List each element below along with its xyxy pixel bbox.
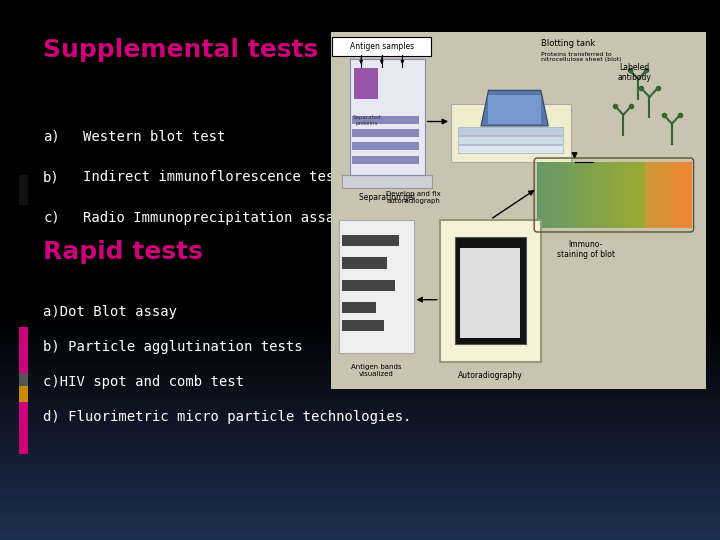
Bar [583,161,590,228]
Bar [488,94,541,124]
Bar [644,161,652,228]
Text: a)Dot Blot assay: a)Dot Blot assay [43,305,177,319]
Bar [680,161,688,228]
Text: Immuno-
staining of blot: Immuno- staining of blot [557,240,615,259]
Bar [459,136,563,144]
Text: Supplemental tests: Supplemental tests [43,38,318,62]
Text: Labeled
antibody: Labeled antibody [618,63,652,82]
Bar [455,238,526,345]
Bar [19,327,28,373]
Bar [593,161,600,228]
Bar [542,161,549,228]
Bar [343,280,395,291]
Bar [19,386,28,402]
Text: d) Fluorimetric micro particle technologies.: d) Fluorimetric micro particle technolog… [43,410,412,424]
Bar [460,248,521,338]
Text: c)HIV spot and comb test: c)HIV spot and comb test [43,375,244,389]
Bar [19,402,28,454]
Bar [660,161,667,228]
Text: c): c) [43,211,60,225]
Bar [352,143,419,151]
Bar [685,161,693,228]
Bar [649,161,657,228]
Text: Western blot test: Western blot test [83,130,225,144]
Bar [459,127,563,135]
Bar [619,161,626,228]
Bar [563,161,570,228]
Bar [675,161,683,228]
Bar [451,104,571,161]
Bar [352,156,419,164]
Text: Rapid tests: Rapid tests [43,240,203,264]
Text: b) Particle agglutination tests: b) Particle agglutination tests [43,340,303,354]
Bar [588,161,595,228]
Bar [598,161,606,228]
Bar [608,161,616,228]
Bar [343,302,376,313]
Bar [343,258,387,268]
Bar [568,161,575,228]
Polygon shape [481,90,549,126]
Bar [634,161,642,228]
Text: Proteins transferred to
nitrocellulose sheet (blot): Proteins transferred to nitrocellulose s… [541,51,621,62]
Text: Antigen bands
visualized: Antigen bands visualized [351,364,401,377]
Bar [552,161,559,228]
Text: a): a) [43,130,60,144]
Bar [19,176,28,205]
Text: Develop and fix
autoradiograph: Develop and fix autoradiograph [386,191,441,204]
Bar [670,161,677,228]
Text: Indirect immunoflorescence test: Indirect immunoflorescence test [83,170,343,184]
Bar [537,161,544,228]
Text: Separated
proteins: Separated proteins [353,115,381,126]
Text: Blotting tank: Blotting tank [541,39,595,48]
Text: Antigen samples: Antigen samples [350,42,414,51]
Bar [614,161,621,228]
Bar [440,219,541,362]
Bar [665,161,672,228]
Bar [547,161,554,228]
Bar [354,68,378,99]
Bar [603,161,611,228]
Text: Radio Immunoprecipitation assay: Radio Immunoprecipitation assay [83,211,343,225]
FancyBboxPatch shape [0,0,720,313]
Bar [578,161,585,228]
Bar [624,161,631,228]
Bar [343,235,399,246]
Bar [350,59,425,175]
Bar [639,161,647,228]
Bar [459,145,563,153]
Text: Autoradiography: Autoradiography [458,371,523,380]
Text: b): b) [43,170,60,184]
Bar [557,161,564,228]
Text: Separation gel: Separation gel [359,193,415,202]
Bar [343,320,384,331]
Bar [19,373,28,386]
Bar [352,116,419,124]
Bar [573,161,580,228]
Bar [338,219,413,353]
Bar [343,175,432,188]
Bar [352,129,419,137]
Bar [629,161,636,228]
Bar [654,161,662,228]
FancyBboxPatch shape [333,37,431,56]
